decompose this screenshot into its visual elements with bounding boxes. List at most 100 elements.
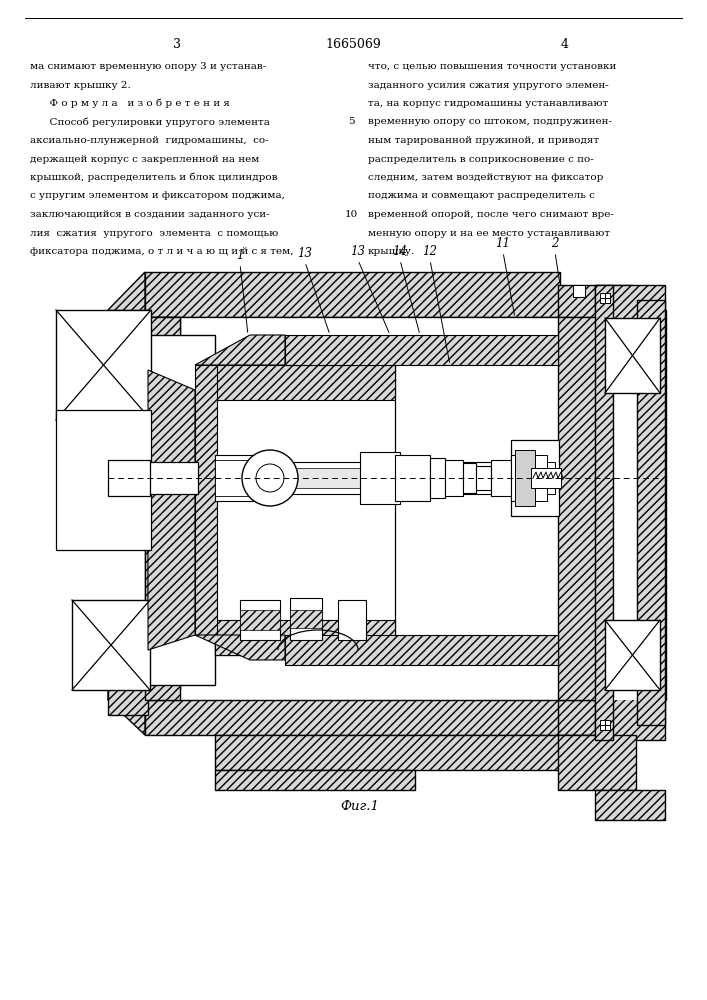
Bar: [108, 460, 150, 496]
Bar: [145, 317, 180, 700]
Circle shape: [256, 464, 284, 492]
Bar: [558, 317, 596, 700]
Bar: [608, 310, 666, 700]
Bar: [56, 310, 151, 420]
Bar: [558, 735, 636, 790]
Text: 1: 1: [236, 249, 244, 262]
Text: 3: 3: [173, 38, 181, 51]
Bar: [148, 462, 198, 494]
Polygon shape: [215, 365, 395, 400]
Bar: [290, 610, 322, 628]
Bar: [145, 660, 180, 690]
Bar: [72, 600, 150, 690]
Text: 4: 4: [561, 38, 569, 51]
Bar: [430, 458, 445, 498]
Bar: [338, 600, 366, 640]
Bar: [605, 318, 660, 393]
Text: держащей корпус с закрепленной на нем: держащей корпус с закрепленной на нем: [30, 154, 259, 163]
Bar: [145, 317, 595, 700]
Text: Ф о р м у л а   и з о б р е т е н и я: Ф о р м у л а и з о б р е т е н и я: [30, 99, 230, 108]
Bar: [531, 468, 561, 488]
Bar: [476, 466, 491, 490]
Text: 12: 12: [423, 245, 438, 258]
Polygon shape: [148, 335, 215, 685]
Bar: [145, 272, 560, 317]
Bar: [360, 452, 400, 504]
Text: Способ регулировки упругого элемента: Способ регулировки упругого элемента: [30, 117, 270, 127]
Text: 1665069: 1665069: [325, 38, 381, 51]
Text: аксиально-плунжерной  гидромашины,  со-: аксиально-плунжерной гидромашины, со-: [30, 136, 269, 145]
Text: 11: 11: [496, 237, 510, 250]
Bar: [595, 285, 665, 740]
Bar: [215, 460, 270, 496]
Bar: [445, 460, 463, 496]
Text: 13: 13: [351, 245, 366, 258]
Polygon shape: [108, 660, 145, 735]
Text: ным тарированной пружиной, и приводят: ным тарированной пружиной, и приводят: [368, 136, 599, 145]
Text: крышку.: крышку.: [368, 247, 415, 256]
Bar: [215, 468, 540, 488]
Text: поджима и совмещают распределитель с: поджима и совмещают распределитель с: [368, 192, 595, 200]
Bar: [535, 455, 547, 501]
Text: фиксатора поджима, о т л и ч а ю щ и й с я тем,: фиксатора поджима, о т л и ч а ю щ и й с…: [30, 247, 293, 256]
Polygon shape: [215, 365, 395, 655]
Text: крышкой, распределитель и блок цилиндров: крышкой, распределитель и блок цилиндров: [30, 173, 278, 182]
Bar: [511, 455, 531, 501]
Bar: [108, 310, 148, 355]
Bar: [558, 285, 633, 348]
Polygon shape: [148, 370, 195, 650]
Polygon shape: [285, 335, 558, 365]
Bar: [240, 600, 280, 640]
Polygon shape: [215, 620, 395, 655]
Polygon shape: [195, 635, 285, 660]
Bar: [605, 620, 660, 690]
Text: временной опорой, после чего снимают вре-: временной опорой, после чего снимают вре…: [368, 210, 614, 219]
Bar: [215, 462, 540, 494]
Text: 14: 14: [392, 245, 407, 258]
Text: заключающийся в создании заданного уси-: заключающийся в создании заданного уси-: [30, 210, 269, 219]
Bar: [511, 440, 559, 516]
Bar: [515, 450, 535, 506]
Bar: [108, 670, 148, 715]
Bar: [145, 317, 180, 367]
Bar: [215, 455, 270, 501]
Bar: [637, 300, 665, 725]
Bar: [491, 460, 511, 496]
Text: следним, затем воздействуют на фиксатор: следним, затем воздействуют на фиксатор: [368, 173, 603, 182]
Bar: [595, 790, 665, 820]
Bar: [240, 610, 280, 630]
Circle shape: [242, 450, 298, 506]
Polygon shape: [285, 635, 558, 665]
Text: с упругим элементом и фиксатором поджима,: с упругим элементом и фиксатором поджима…: [30, 192, 285, 200]
Text: 13: 13: [298, 247, 312, 260]
Text: та, на корпус гидромашины устанавливают: та, на корпус гидромашины устанавливают: [368, 99, 608, 108]
Bar: [605, 320, 653, 700]
Bar: [600, 293, 610, 303]
Text: 2: 2: [551, 237, 559, 250]
Text: ма снимают временную опору 3 и устанав-: ма снимают временную опору 3 и устанав-: [30, 62, 267, 71]
Bar: [215, 735, 595, 770]
Text: 10: 10: [344, 210, 358, 219]
Bar: [600, 720, 610, 730]
Polygon shape: [195, 335, 285, 365]
Bar: [595, 285, 613, 740]
Bar: [463, 463, 476, 493]
Bar: [56, 410, 151, 550]
Bar: [290, 598, 322, 640]
Bar: [195, 365, 217, 635]
Bar: [395, 455, 430, 501]
Text: 5: 5: [348, 117, 354, 126]
Text: лия  сжатия  упругого  элемента  с помощью: лия сжатия упругого элемента с помощью: [30, 229, 279, 237]
Bar: [145, 690, 560, 735]
Text: распределитель в соприкосновение с по-: распределитель в соприкосновение с по-: [368, 154, 594, 163]
Text: что, с целью повышения точности установки: что, с целью повышения точности установк…: [368, 62, 617, 71]
Text: заданного усилия сжатия упругого элемен-: заданного усилия сжатия упругого элемен-: [368, 81, 609, 90]
Text: ливают крышку 2.: ливают крышку 2.: [30, 81, 131, 90]
Text: Фиг.1: Фиг.1: [341, 800, 380, 813]
Text: временную опору со штоком, подпружинен-: временную опору со штоком, подпружинен-: [368, 117, 612, 126]
Text: менную опору и на ее место устанавливают: менную опору и на ее место устанавливают: [368, 229, 610, 237]
Bar: [215, 770, 415, 790]
Polygon shape: [108, 272, 145, 360]
Bar: [573, 285, 585, 297]
Bar: [547, 462, 555, 494]
